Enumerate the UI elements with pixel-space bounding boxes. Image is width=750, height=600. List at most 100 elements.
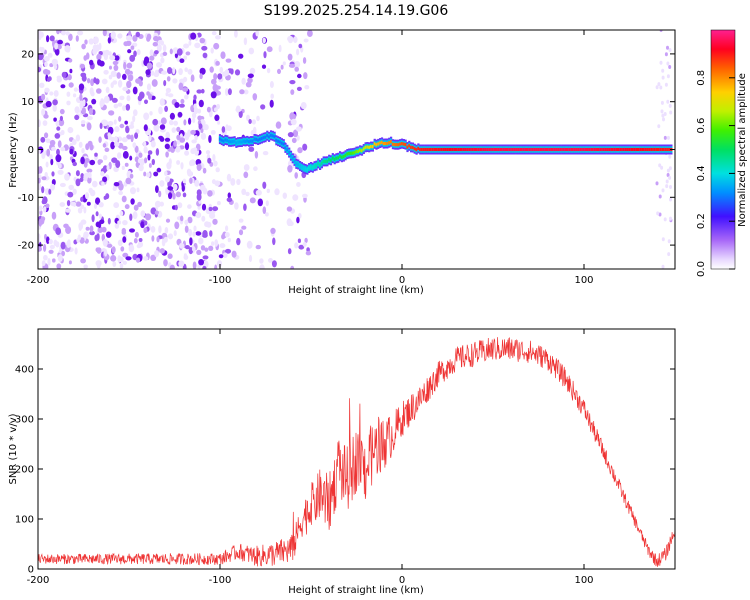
- ridge-core: [339, 154, 342, 158]
- spectrogram-noise-blob: [198, 259, 205, 266]
- spectrogram-noise-blob: [48, 239, 53, 245]
- ridge-core: [562, 147, 566, 152]
- spectrogram-noise-blob: [169, 264, 175, 269]
- spectrogram-noise-blob: [183, 55, 188, 60]
- ridge-core: [599, 147, 602, 152]
- spectrogram-noise-blob: [163, 236, 168, 243]
- spectrogram-noise-blob: [103, 195, 108, 200]
- spectrogram-noise-blob: [666, 99, 670, 104]
- spectrogram-noise-blob: [243, 203, 247, 211]
- ridge-core: [288, 151, 291, 155]
- spectrogram-noise-blob: [161, 70, 168, 75]
- spectrogram-noise-blob: [129, 155, 133, 161]
- spectrogram-noise-blob: [135, 31, 141, 38]
- spectrogram-noise-blob: [183, 76, 188, 83]
- spectrogram-noise-blob: [665, 184, 669, 189]
- spectrogram-noise-blob: [196, 249, 202, 255]
- spectrogram-noise-blob: [164, 105, 169, 112]
- spectrogram-noise-blob: [151, 79, 158, 87]
- spectrogram-noise-blob: [149, 111, 153, 116]
- spectrogram-noise-blob: [90, 189, 96, 197]
- spectrogram-noise-blob: [225, 124, 229, 131]
- spectrogram-noise-blob: [178, 82, 184, 91]
- spectrogram-noise-blob: [110, 141, 115, 150]
- spectrogram-noise-blob: [668, 65, 672, 69]
- spectrogram-noise-blob: [104, 248, 108, 257]
- spectrogram-noise-blob: [661, 68, 665, 73]
- ridge-core: [508, 147, 511, 152]
- ridge-core: [522, 147, 525, 152]
- spectrogram-noise-blob: [143, 124, 148, 132]
- spectrogram-noise-blob: [189, 237, 193, 246]
- ridge-core: [273, 135, 276, 139]
- ridge-core: [315, 164, 318, 168]
- ridge-core: [308, 166, 311, 170]
- spectrogram-noise-blob: [165, 131, 170, 139]
- spectrogram-noise-blob: [168, 192, 173, 200]
- ridge-core: [453, 147, 456, 152]
- spectrogram-noise-blob: [123, 41, 129, 47]
- spectrogram-noise-blob: [98, 136, 102, 143]
- ridge-core: [253, 137, 256, 141]
- spectrogram-noise-blob: [167, 253, 173, 259]
- spectrogram-noise-blob: [133, 238, 138, 244]
- spectrogram-noise-blob: [297, 147, 303, 154]
- spectrogram-noise-blob: [297, 238, 301, 244]
- spectrogram-noise-blob: [83, 161, 88, 168]
- ridge-core: [359, 148, 362, 152]
- ridge-core: [519, 147, 522, 152]
- spectrogram-noise-blob: [208, 206, 213, 212]
- spectrogram-noise-blob: [287, 35, 294, 42]
- spectrogram-noise-blob: [122, 86, 129, 92]
- spectrogram-noise-blob: [660, 100, 664, 105]
- spectrogram-noise-blob: [668, 175, 672, 180]
- spectrogram-noise-blob: [110, 70, 117, 78]
- ridge-core: [331, 156, 334, 160]
- spectrogram-noise-blob: [74, 114, 80, 121]
- spectrogram-noise-blob: [146, 83, 152, 91]
- ridge-core: [366, 145, 369, 149]
- spectrogram-noise-blob: [195, 231, 202, 236]
- spectrogram-noise-blob: [143, 227, 148, 234]
- spectrogram-noise-blob: [136, 244, 142, 249]
- snr-frame: [37, 328, 676, 570]
- spectrogram-noise-blob: [68, 33, 73, 41]
- spectrogram-noise-blob: [178, 260, 185, 267]
- spectrogram-noise-blob: [41, 152, 46, 159]
- spectrogram-noise-blob: [69, 68, 73, 74]
- ridge-core: [291, 156, 294, 160]
- spectrogram-noise-blob: [661, 237, 665, 242]
- spectrogram-noise-blob: [212, 154, 216, 162]
- spectrogram-noise-blob: [156, 167, 162, 173]
- ridge-core: [497, 147, 500, 152]
- spectrogram-noise-blob: [202, 187, 208, 195]
- ridge-core: [666, 147, 669, 152]
- spectrogram-noise-blob: [300, 102, 307, 110]
- ridge-core: [397, 143, 400, 147]
- spectrogram-noise-blob: [245, 81, 252, 88]
- ridge-core: [237, 140, 240, 144]
- spectrogram-noise-blob: [148, 163, 152, 168]
- spectrogram-noise-blob: [102, 238, 108, 247]
- spectrogram-noise-blob: [180, 215, 184, 222]
- spectrogram-noise-blob: [202, 255, 209, 260]
- colorbar-tick-label: 0.0: [696, 261, 707, 277]
- spectrogram-noise-blob: [110, 254, 117, 262]
- spectrogram-noise-blob: [156, 62, 162, 68]
- ridge-core: [601, 147, 604, 152]
- spectrogram-noise-blob: [75, 170, 80, 177]
- spectrogram-noise-blob: [288, 221, 294, 227]
- ridge-core: [375, 143, 378, 147]
- spectrogram-noise-blob: [78, 222, 84, 230]
- snr-x-tick-label: 0: [399, 575, 405, 586]
- spectrogram-noise-blob: [198, 123, 203, 130]
- spectrogram-x-tick-label: 0: [399, 275, 405, 286]
- ridge-core: [553, 147, 556, 152]
- ridge-core: [302, 166, 305, 170]
- spectrogram-noise-blob: [48, 188, 52, 195]
- spectrogram-noise-blob: [270, 227, 276, 234]
- spectrogram-noise-blob: [176, 126, 181, 132]
- spectrogram-noise-blob: [167, 186, 174, 191]
- spectrogram-noise-blob: [268, 258, 273, 263]
- spectrogram-noise-blob: [121, 165, 125, 170]
